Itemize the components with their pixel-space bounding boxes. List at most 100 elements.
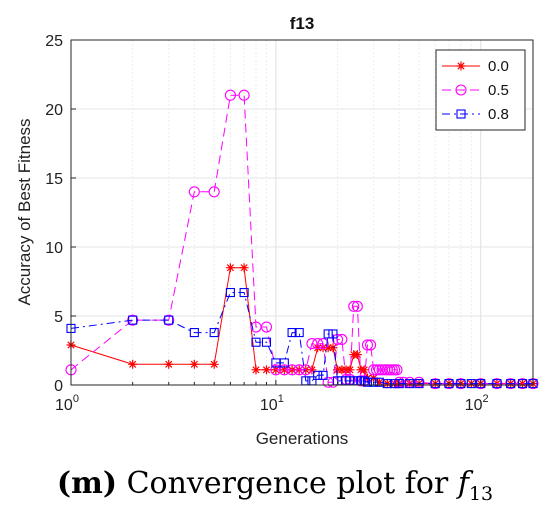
data-point bbox=[279, 358, 289, 368]
data-point bbox=[209, 359, 219, 369]
data-point bbox=[128, 315, 138, 325]
data-point bbox=[307, 365, 317, 375]
plot-frame bbox=[70, 39, 534, 386]
data-point bbox=[352, 350, 362, 360]
series-layer bbox=[65, 89, 539, 390]
x-tick-label: 101 bbox=[260, 393, 284, 414]
data-point bbox=[430, 379, 440, 389]
legend-marker bbox=[456, 61, 466, 71]
data-point bbox=[369, 377, 379, 387]
data-point bbox=[391, 364, 403, 376]
data-point bbox=[328, 329, 338, 339]
data-point bbox=[278, 364, 290, 376]
series-line bbox=[70, 292, 533, 385]
data-point bbox=[209, 328, 219, 338]
data-point bbox=[368, 364, 380, 376]
data-point bbox=[260, 321, 273, 333]
x-axis-label: Generations bbox=[256, 429, 349, 448]
data-point bbox=[313, 343, 323, 353]
figure-caption: (m) Convergence plot for f13 bbox=[0, 466, 550, 505]
data-point bbox=[189, 359, 199, 369]
data-point bbox=[294, 328, 304, 338]
caption-symbol: f bbox=[457, 466, 469, 501]
data-point bbox=[517, 379, 528, 389]
legend-marker bbox=[456, 109, 466, 119]
data-point bbox=[270, 364, 282, 376]
y-tick-label: 15 bbox=[45, 171, 63, 188]
y-axis-label: Accuracy of Best Fitness bbox=[15, 118, 34, 305]
data-point bbox=[323, 343, 333, 353]
legend: 0.0 0.5 0.8 bbox=[435, 49, 526, 131]
caption-label: (m) bbox=[56, 466, 118, 501]
data-point bbox=[444, 379, 454, 389]
data-point bbox=[313, 370, 323, 380]
data-point bbox=[362, 377, 373, 387]
data-point bbox=[225, 263, 235, 273]
data-point bbox=[128, 359, 138, 369]
data-point bbox=[506, 379, 516, 389]
data-point bbox=[189, 328, 199, 338]
y-tick-label: 0 bbox=[54, 378, 63, 395]
data-point bbox=[355, 375, 367, 387]
series-line bbox=[70, 94, 533, 385]
data-point bbox=[361, 339, 374, 351]
x-tick-label: 102 bbox=[465, 393, 489, 414]
data-point bbox=[224, 89, 236, 101]
data-point bbox=[238, 89, 250, 101]
legend-label: 0.5 bbox=[488, 82, 509, 99]
data-point bbox=[382, 379, 392, 389]
data-point bbox=[188, 186, 200, 198]
data-point bbox=[306, 338, 318, 350]
data-point bbox=[348, 300, 360, 312]
data-point bbox=[359, 365, 369, 375]
data-point bbox=[164, 315, 174, 325]
data-point bbox=[286, 364, 298, 376]
y-tick-label: 25 bbox=[45, 33, 63, 50]
data-point bbox=[405, 379, 415, 389]
data-point bbox=[351, 300, 363, 312]
y-tick-label: 20 bbox=[45, 102, 63, 119]
data-point bbox=[456, 379, 466, 389]
data-point bbox=[476, 379, 486, 389]
data-point bbox=[365, 339, 377, 351]
data-point bbox=[261, 337, 272, 347]
data-point bbox=[374, 377, 384, 387]
data-point bbox=[384, 364, 396, 376]
data-point bbox=[414, 379, 424, 389]
data-point bbox=[261, 365, 271, 375]
data-point bbox=[518, 379, 528, 389]
y-tick-label: 10 bbox=[45, 240, 63, 257]
data-point bbox=[328, 343, 338, 353]
data-point bbox=[239, 263, 249, 273]
ticks: 0 5 10 15 20 25 100 101 102 bbox=[45, 33, 488, 414]
data-point bbox=[251, 365, 261, 375]
data-point bbox=[312, 338, 324, 350]
x-tick-label: 100 bbox=[55, 393, 79, 414]
data-point bbox=[318, 343, 328, 353]
data-point bbox=[300, 364, 312, 376]
data-point bbox=[370, 364, 383, 376]
legend-marker bbox=[455, 84, 467, 96]
data-point bbox=[317, 338, 329, 350]
legend-label: 0.0 bbox=[488, 58, 509, 75]
data-point bbox=[492, 379, 502, 389]
data-point bbox=[208, 186, 220, 198]
caption-subscript: 13 bbox=[468, 483, 494, 505]
data-point bbox=[239, 287, 249, 298]
data-point bbox=[405, 379, 415, 389]
data-point bbox=[251, 337, 261, 347]
caption-text: Convergence plot for bbox=[126, 466, 449, 501]
data-point bbox=[287, 328, 297, 338]
data-point bbox=[336, 333, 348, 346]
series-0.8 bbox=[66, 287, 538, 389]
y-tick-label: 5 bbox=[54, 309, 63, 326]
convergence-chart: 0 5 10 15 20 25 100 101 102 f13 Generations Accu… bbox=[15, 14, 539, 448]
legend-label: 0.8 bbox=[488, 106, 509, 123]
data-point bbox=[225, 287, 235, 298]
data-point bbox=[323, 329, 333, 339]
data-point bbox=[345, 365, 355, 375]
data-point bbox=[164, 359, 174, 369]
data-point bbox=[331, 333, 344, 346]
data-point bbox=[318, 370, 328, 380]
data-point bbox=[466, 379, 476, 389]
